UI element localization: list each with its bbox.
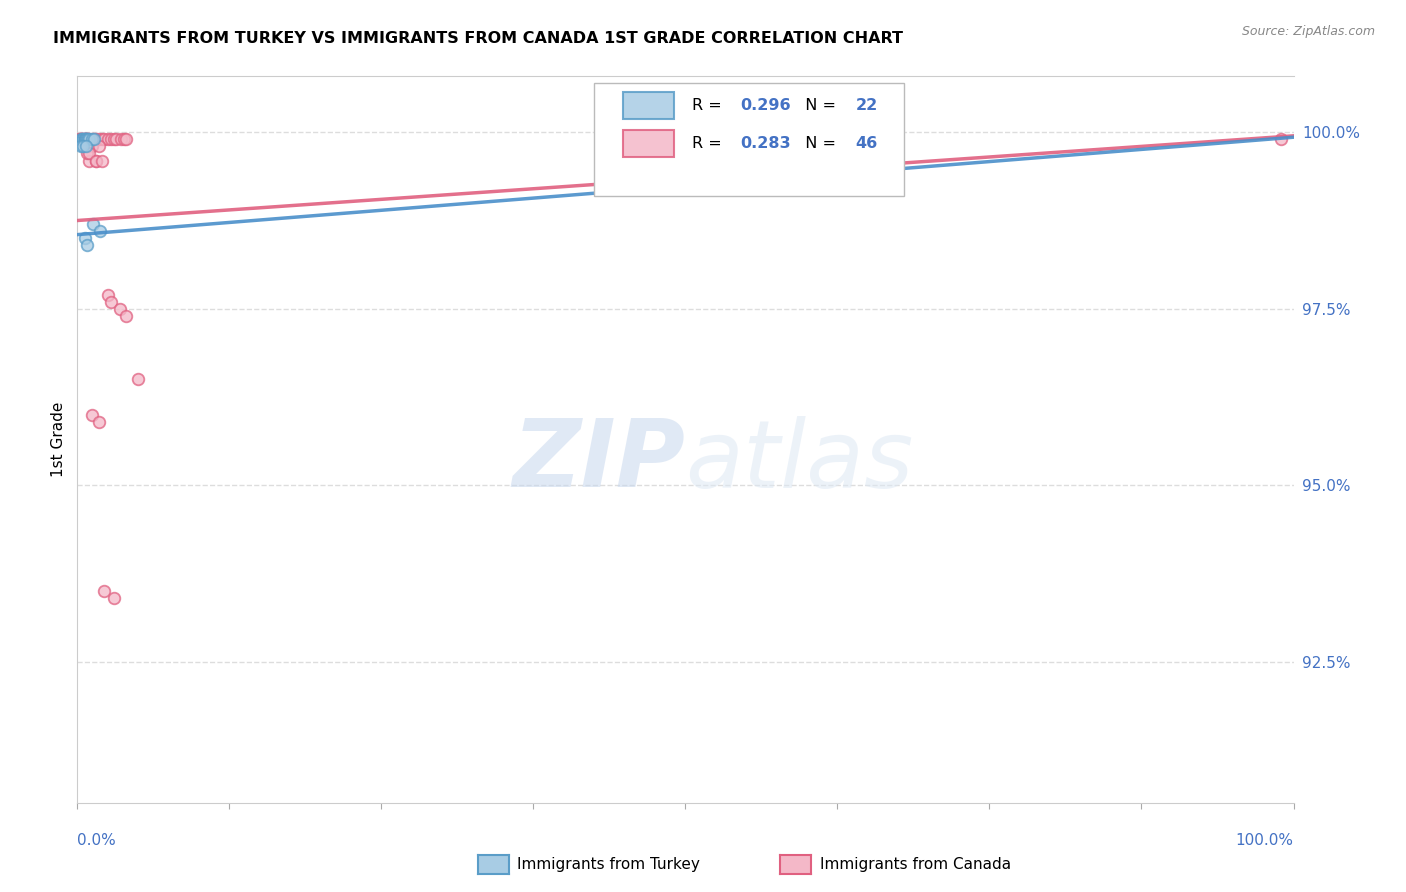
Text: N =: N = bbox=[794, 136, 841, 151]
Point bbox=[93, 132, 115, 146]
Point bbox=[72, 132, 94, 146]
Point bbox=[79, 132, 101, 146]
Point bbox=[70, 132, 93, 146]
Point bbox=[84, 132, 107, 146]
Point bbox=[79, 146, 101, 161]
Point bbox=[79, 153, 101, 168]
Point bbox=[127, 372, 149, 386]
FancyBboxPatch shape bbox=[623, 129, 675, 157]
Point bbox=[77, 139, 100, 153]
FancyBboxPatch shape bbox=[595, 83, 904, 195]
Point bbox=[93, 584, 115, 599]
Point bbox=[90, 132, 112, 146]
Text: 46: 46 bbox=[856, 136, 877, 151]
Point bbox=[70, 132, 93, 146]
Point bbox=[70, 139, 93, 153]
Point bbox=[89, 132, 111, 146]
Text: ZIP: ZIP bbox=[513, 415, 686, 508]
Y-axis label: 1st Grade: 1st Grade bbox=[51, 401, 66, 477]
Point bbox=[90, 153, 112, 168]
FancyBboxPatch shape bbox=[623, 92, 675, 120]
Point bbox=[80, 132, 103, 146]
Point bbox=[97, 132, 120, 146]
Point bbox=[72, 139, 94, 153]
Point bbox=[115, 309, 138, 323]
Text: 0.296: 0.296 bbox=[740, 98, 790, 113]
Point bbox=[75, 132, 97, 146]
Point bbox=[103, 132, 125, 146]
Point bbox=[89, 224, 111, 238]
Point bbox=[83, 132, 105, 146]
Point bbox=[73, 132, 96, 146]
Point bbox=[75, 132, 97, 146]
Point bbox=[80, 132, 103, 146]
Point bbox=[72, 132, 94, 146]
Point bbox=[73, 132, 96, 146]
Point bbox=[70, 132, 93, 146]
Point bbox=[856, 132, 879, 146]
Point bbox=[77, 132, 100, 146]
Point bbox=[76, 132, 98, 146]
Point bbox=[84, 153, 107, 168]
Text: R =: R = bbox=[692, 98, 727, 113]
Point bbox=[1270, 132, 1292, 146]
Text: 0.0%: 0.0% bbox=[77, 833, 117, 847]
Point bbox=[73, 132, 96, 146]
Text: atlas: atlas bbox=[686, 416, 914, 507]
Point bbox=[77, 132, 100, 146]
Point bbox=[112, 132, 135, 146]
Point bbox=[80, 139, 103, 153]
Text: Immigrants from Canada: Immigrants from Canada bbox=[820, 857, 1011, 871]
Point bbox=[115, 132, 138, 146]
Point bbox=[75, 132, 97, 146]
Text: Source: ZipAtlas.com: Source: ZipAtlas.com bbox=[1241, 25, 1375, 38]
Text: 0.283: 0.283 bbox=[740, 136, 790, 151]
Point bbox=[100, 132, 122, 146]
Point bbox=[89, 139, 111, 153]
Text: Immigrants from Turkey: Immigrants from Turkey bbox=[517, 857, 700, 871]
Point bbox=[76, 132, 98, 146]
Point bbox=[75, 132, 97, 146]
Point bbox=[89, 415, 111, 429]
Text: 100.0%: 100.0% bbox=[1236, 833, 1294, 847]
Point bbox=[75, 139, 97, 153]
Point bbox=[72, 132, 94, 146]
Point bbox=[70, 132, 93, 146]
Point bbox=[100, 294, 122, 309]
Text: N =: N = bbox=[794, 98, 841, 113]
Point bbox=[73, 132, 96, 146]
Text: IMMIGRANTS FROM TURKEY VS IMMIGRANTS FROM CANADA 1ST GRADE CORRELATION CHART: IMMIGRANTS FROM TURKEY VS IMMIGRANTS FRO… bbox=[53, 31, 904, 46]
Point bbox=[67, 132, 90, 146]
Point bbox=[72, 132, 94, 146]
Point bbox=[73, 132, 96, 146]
Point bbox=[97, 287, 120, 301]
Text: R =: R = bbox=[692, 136, 727, 151]
Point bbox=[110, 132, 132, 146]
Point bbox=[103, 591, 125, 606]
Point bbox=[76, 146, 98, 161]
Point bbox=[80, 408, 103, 422]
Point bbox=[79, 132, 101, 146]
Point bbox=[105, 132, 128, 146]
Point bbox=[69, 132, 91, 146]
Point bbox=[84, 153, 107, 168]
Point bbox=[70, 132, 93, 146]
Point bbox=[82, 217, 104, 231]
Point bbox=[76, 238, 98, 252]
Point bbox=[108, 301, 131, 316]
Text: 22: 22 bbox=[856, 98, 877, 113]
Point bbox=[73, 231, 96, 245]
Point bbox=[83, 132, 105, 146]
